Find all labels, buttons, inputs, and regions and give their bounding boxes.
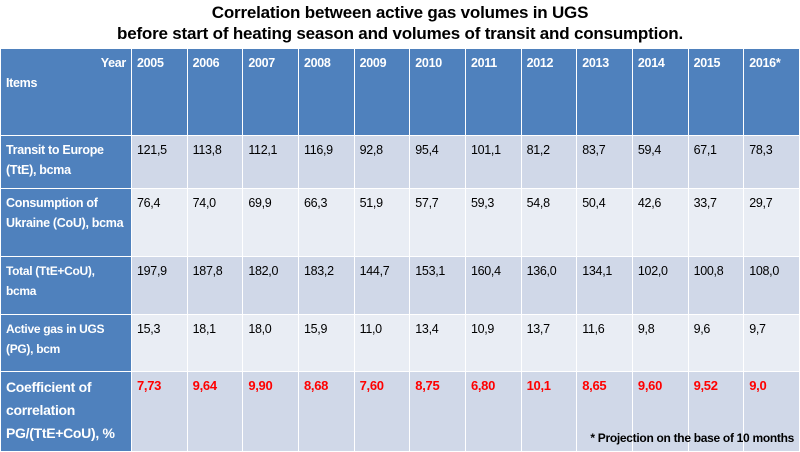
table-cell: 74,0 (186, 188, 244, 257)
year-header: 2014 (631, 48, 689, 136)
year-header: 2016* (743, 48, 800, 136)
table-cell: 9,60 (631, 371, 689, 452)
table-cell: 92,8 (353, 135, 411, 189)
table-cell: 116,9 (297, 135, 355, 189)
year-header: 2006 (186, 48, 244, 136)
table-row: Consumption of Ukraine (CoU), bcma 76,4 74… (0, 188, 800, 257)
table-cell: 42,6 (631, 188, 689, 257)
table-cell: 13,7 (520, 314, 578, 372)
table-row: Transit to Europe (TtE), bcma 121,5 113,8 1… (0, 135, 800, 189)
title-line-2: before start of heating season and volum… (117, 24, 683, 43)
table-cell: 9,8 (631, 314, 689, 372)
table-cell: 183,2 (297, 256, 355, 315)
table-cell: 50,4 (576, 188, 633, 257)
table-cell: 6,80 (464, 371, 522, 452)
table-row: Total (TtE+CoU), bcma 197,9 187,8 182,0 183,… (0, 256, 800, 315)
items-label: Items (6, 76, 38, 90)
year-header: 2013 (576, 48, 633, 136)
year-header: 2015 (687, 48, 745, 136)
table-cell: 15,3 (131, 314, 188, 372)
row-label: Transit to Europe (TtE), bcma (0, 135, 132, 189)
table-cell: 51,9 (353, 188, 411, 257)
header-row: Year Items 2005 2006 2007 2008 2009 2010 2011 2… (0, 48, 800, 136)
page-title: Correlation between active gas volumes i… (0, 2, 800, 44)
table-row: Active gas in UGS (PG), bcm 15,3 18,1 18,0 1… (0, 314, 800, 372)
table-cell: 95,4 (409, 135, 466, 189)
table-cell: 10,1 (520, 371, 578, 452)
table-cell: 9,6 (687, 314, 745, 372)
row-label: Active gas in UGS (PG), bcm (0, 314, 132, 372)
table-cell: 67,1 (687, 135, 745, 189)
table-cell: 57,7 (409, 188, 466, 257)
table-cell: 13,4 (409, 314, 466, 372)
table-cell: 100,8 (687, 256, 745, 315)
table-cell: 160,4 (464, 256, 522, 315)
table-cell: 9,52 (687, 371, 745, 452)
year-header: 2005 (131, 48, 188, 136)
table-cell: 187,8 (186, 256, 244, 315)
table-cell: 10,9 (464, 314, 522, 372)
table-cell: 78,3 (743, 135, 800, 189)
table-cell: 11,6 (576, 314, 633, 372)
table-cell: 197,9 (131, 256, 188, 315)
table-cell: 112,1 (242, 135, 299, 189)
table-cell: 29,7 (743, 188, 800, 257)
table-cell: 182,0 (242, 256, 299, 315)
year-header: 2010 (409, 48, 466, 136)
table-cell: 8,75 (409, 371, 466, 452)
table-cell: 7,60 (353, 371, 411, 452)
year-header: 2011 (464, 48, 522, 136)
row-label: Coefficient of correlation PG/(TtE+CoU),… (0, 371, 132, 452)
table-cell: 9,7 (743, 314, 800, 372)
table-cell: 144,7 (353, 256, 411, 315)
table-cell: 8,68 (297, 371, 355, 452)
table-cell: 9,90 (242, 371, 299, 452)
table-cell: 121,5 (131, 135, 188, 189)
data-table: Year Items 2005 2006 2007 2008 2009 2010 2011 2… (0, 48, 800, 452)
row-label: Consumption of Ukraine (CoU), bcma (0, 188, 132, 257)
table-cell: 9,0 (743, 371, 800, 452)
table-cell: 113,8 (186, 135, 244, 189)
table-cell: 101,1 (464, 135, 522, 189)
row-label: Total (TtE+CoU), bcma (0, 256, 132, 315)
title-line-1: Correlation between active gas volumes i… (211, 3, 589, 22)
table-cell: 15,9 (297, 314, 355, 372)
table-cell: 18,1 (186, 314, 244, 372)
table-cell: 83,7 (576, 135, 633, 189)
table-cell: 66,3 (297, 188, 355, 257)
table-cell: 59,3 (464, 188, 522, 257)
table-cell: 11,0 (353, 314, 411, 372)
table-cell: 81,2 (520, 135, 578, 189)
table-cell: 9,64 (186, 371, 244, 452)
table-cell: 69,9 (242, 188, 299, 257)
table-cell: 54,8 (520, 188, 578, 257)
table-cell: 153,1 (409, 256, 466, 315)
table-cell: 18,0 (242, 314, 299, 372)
year-header: 2007 (242, 48, 299, 136)
table-cell: 108,0 (743, 256, 800, 315)
table-row: Coefficient of correlation PG/(TtE+CoU),… (0, 371, 800, 452)
table-cell: 8,65 (576, 371, 633, 452)
year-label: Year (100, 56, 127, 70)
table-cell: 33,7 (687, 188, 745, 257)
year-header: 2009 (353, 48, 411, 136)
table-cell: 76,4 (131, 188, 188, 257)
table-cell: 102,0 (631, 256, 689, 315)
table-cell: 136,0 (520, 256, 578, 315)
table-cell: 134,1 (576, 256, 633, 315)
year-header: 2012 (520, 48, 578, 136)
table-cell: 59,4 (631, 135, 689, 189)
year-header: 2008 (297, 48, 355, 136)
corner-cell: Year Items (0, 48, 132, 136)
table-cell: 7,73 (131, 371, 188, 452)
footnote: * Projection on the base of 10 months (590, 431, 794, 445)
